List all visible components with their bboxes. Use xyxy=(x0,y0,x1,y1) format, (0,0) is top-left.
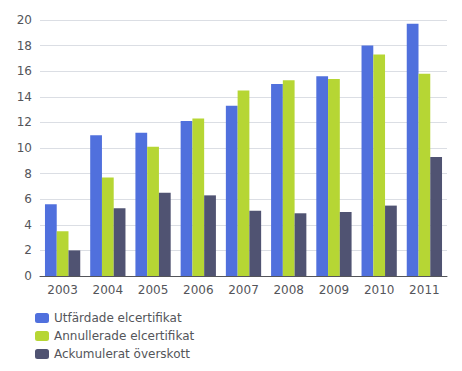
svg-text:Annullerade elcertifikat: Annullerade elcertifikat xyxy=(54,329,194,343)
svg-text:8: 8 xyxy=(24,167,32,181)
svg-text:Ackumulerat överskott: Ackumulerat överskott xyxy=(54,347,190,361)
svg-text:2006: 2006 xyxy=(183,283,214,297)
svg-text:12: 12 xyxy=(17,115,32,129)
svg-text:2011: 2011 xyxy=(409,283,440,297)
svg-text:10: 10 xyxy=(17,141,32,155)
svg-text:2003: 2003 xyxy=(47,283,78,297)
svg-text:18: 18 xyxy=(17,39,32,53)
svg-text:4: 4 xyxy=(24,218,32,232)
svg-text:2004: 2004 xyxy=(93,283,124,297)
svg-text:2005: 2005 xyxy=(138,283,169,297)
svg-text:0: 0 xyxy=(24,269,32,283)
svg-text:20: 20 xyxy=(17,13,32,27)
svg-text:14: 14 xyxy=(17,90,32,104)
svg-text:2007: 2007 xyxy=(228,283,259,297)
svg-text:2010: 2010 xyxy=(364,283,395,297)
svg-text:2008: 2008 xyxy=(273,283,304,297)
svg-text:6: 6 xyxy=(24,192,32,206)
svg-text:Utfärdade elcertifikat: Utfärdade elcertifikat xyxy=(54,311,182,325)
svg-text:16: 16 xyxy=(17,64,32,78)
svg-text:2009: 2009 xyxy=(319,283,350,297)
svg-text:2: 2 xyxy=(24,243,32,257)
